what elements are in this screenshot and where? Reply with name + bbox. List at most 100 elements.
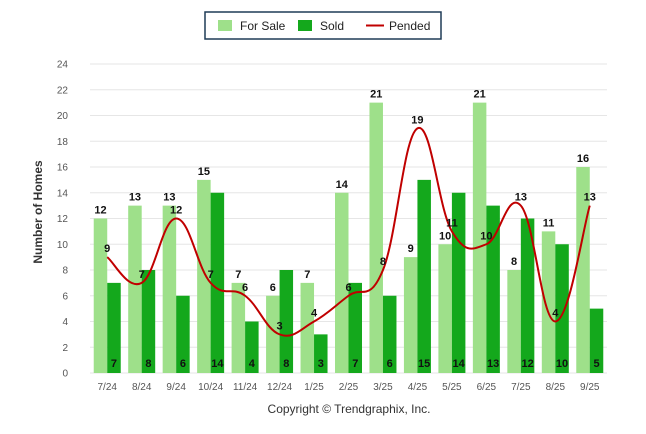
label-for-sale: 8 [511, 256, 517, 268]
label-pended: 3 [277, 320, 283, 332]
label-pended: 6 [345, 282, 351, 294]
label-for-sale: 16 [577, 153, 589, 165]
label-sold: 4 [249, 358, 256, 370]
x-tick-label: 2/25 [339, 382, 359, 393]
legend-box [204, 11, 442, 40]
bar-for-sale [403, 257, 418, 373]
label-for-sale: 10 [439, 230, 451, 242]
bar-sold [210, 192, 225, 373]
label-pended: 9 [104, 243, 110, 255]
bar-sold [520, 218, 535, 373]
label-sold: 14 [211, 358, 224, 370]
bar-for-sale [541, 231, 556, 373]
bar-for-sale [300, 282, 315, 373]
y-axis-label: Number of Homes [31, 160, 45, 264]
x-tick-label: 4/25 [408, 382, 428, 393]
bar-for-sale [472, 102, 487, 373]
label-pended: 8 [380, 256, 386, 268]
label-pended: 7 [139, 269, 145, 281]
label-pended: 13 [584, 192, 596, 204]
bar-for-sale [128, 205, 142, 373]
label-sold: 3 [318, 358, 324, 370]
x-tick-label: 12/24 [267, 382, 292, 393]
label-pended: 11 [446, 217, 458, 229]
y-tick-label: 12 [57, 214, 69, 225]
legend-label-pended: Pended [389, 19, 430, 33]
bar-for-sale [438, 244, 452, 373]
legend: For Sale Sold Pended [204, 11, 442, 40]
label-sold: 13 [487, 358, 499, 370]
y-tick-label: 10 [57, 240, 69, 251]
label-pended: 19 [411, 114, 423, 126]
bar-sold [141, 270, 156, 373]
bar-for-sale [231, 282, 246, 373]
label-sold: 6 [387, 358, 393, 370]
y-tick-label: 14 [57, 188, 69, 199]
y-tick-label: 18 [57, 137, 69, 148]
label-pended: 7 [208, 269, 214, 281]
bar-sold [417, 179, 431, 373]
copyright-text: Copyright © Trendgraphix, Inc. [268, 402, 431, 416]
bar-sold [486, 205, 500, 373]
y-tick-label: 0 [62, 369, 68, 380]
label-sold: 15 [418, 358, 430, 370]
label-for-sale: 14 [336, 179, 349, 191]
y-tick-label: 20 [57, 111, 69, 122]
label-pended: 13 [515, 192, 527, 204]
label-sold: 7 [111, 358, 117, 370]
pended-line-layer [106, 127, 591, 337]
x-tick-label: 6/25 [477, 382, 497, 393]
x-tick-label: 1/25 [304, 382, 324, 393]
bar-sold [176, 295, 190, 373]
x-axis-ticks: 7/24 8/24 9/24 10/24 11/24 12/24 1/25 2/25 3/25 4… [97, 382, 599, 393]
x-tick-label: 9/24 [166, 382, 186, 393]
label-for-sale: 11 [543, 217, 555, 229]
x-tick-label: 7/25 [511, 382, 531, 393]
label-for-sale: 6 [270, 282, 276, 294]
y-tick-label: 4 [62, 317, 68, 328]
label-pended: 12 [170, 205, 182, 217]
x-tick-label: 5/25 [442, 382, 462, 393]
bar-sold [382, 295, 397, 373]
bar-sold [245, 321, 259, 373]
label-for-sale: 21 [370, 89, 382, 101]
y-tick-label: 6 [62, 291, 68, 302]
y-tick-label: 2 [62, 343, 68, 354]
bar-for-sale [197, 179, 211, 373]
label-pended: 6 [242, 282, 248, 294]
legend-label-sold: Sold [320, 19, 344, 33]
bar-for-sale [507, 270, 521, 373]
label-for-sale: 12 [94, 205, 106, 217]
x-tick-label: 10/24 [198, 382, 223, 393]
label-for-sale: 7 [235, 269, 241, 281]
label-sold: 12 [521, 358, 533, 370]
bar-for-sale [369, 102, 383, 373]
y-tick-label: 16 [57, 163, 69, 174]
label-sold: 7 [352, 358, 358, 370]
legend-swatch-for-sale [218, 20, 232, 31]
x-tick-label: 9/25 [580, 382, 600, 393]
label-sold: 6 [180, 358, 186, 370]
x-tick-label: 11/24 [233, 382, 258, 393]
y-tick-label: 24 [57, 60, 69, 71]
x-tick-label: 8/24 [132, 382, 152, 393]
label-for-sale: 7 [304, 269, 310, 281]
label-sold: 10 [556, 358, 568, 370]
x-tick-label: 3/25 [373, 382, 393, 393]
bar-for-sale [335, 192, 349, 373]
bar-sold [107, 282, 121, 373]
bars [93, 102, 604, 373]
bar-sold [348, 282, 362, 373]
bar-for-sale [162, 205, 177, 373]
bar-sold [589, 308, 604, 373]
label-for-sale: 13 [163, 192, 175, 204]
label-pended: 10 [480, 230, 492, 242]
x-tick-label: 7/24 [97, 382, 117, 393]
label-sold: 14 [453, 358, 466, 370]
bar-sold [279, 270, 294, 373]
label-pended: 4 [311, 308, 318, 320]
pended-line [106, 127, 591, 337]
